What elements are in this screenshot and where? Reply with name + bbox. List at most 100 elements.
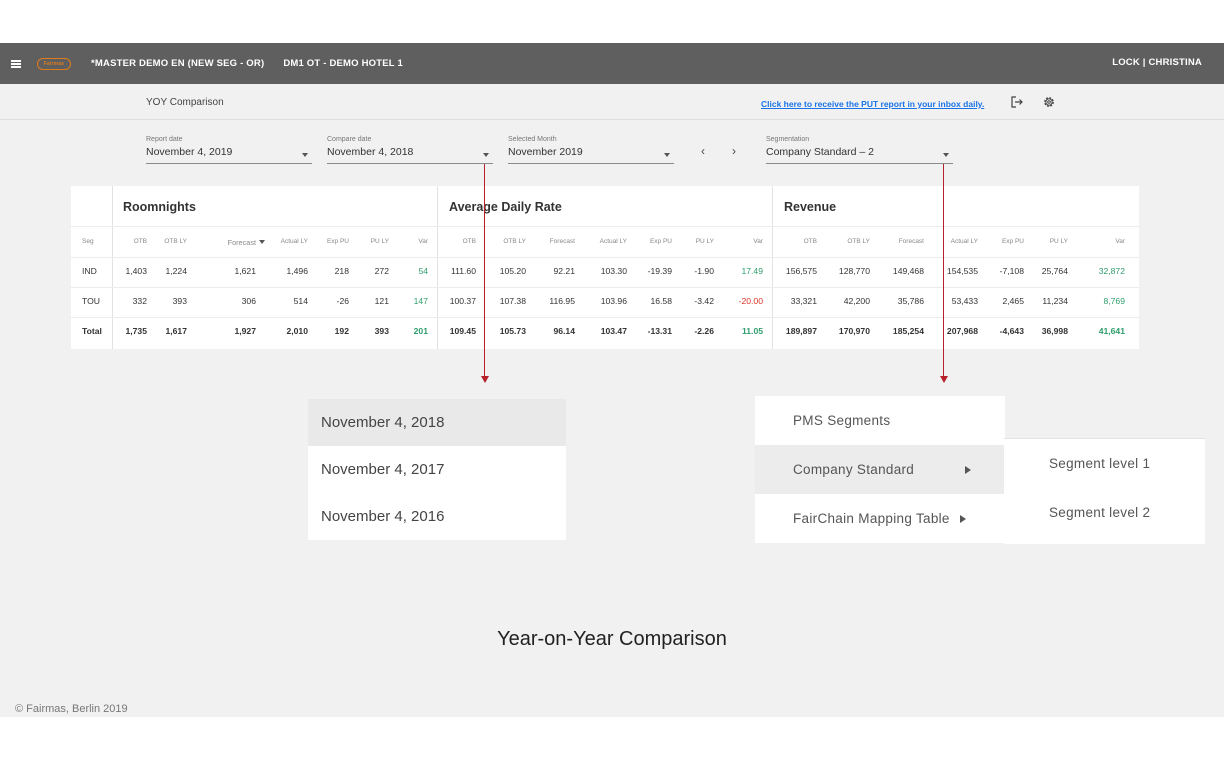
app-stage: Fairmas *MASTER DEMO EN (NEW SEG - OR) D…	[0, 43, 1224, 717]
sort-down-icon[interactable]	[259, 240, 265, 244]
compare-date-select[interactable]: Compare date November 4, 2018	[327, 136, 493, 164]
table-cell: 92.21	[553, 266, 575, 276]
arrow-head-icon	[939, 376, 948, 383]
table-cell: 156,575	[785, 266, 817, 276]
date-option[interactable]: November 4, 2018	[308, 399, 566, 446]
hotel-name[interactable]: DM1 OT - DEMO HOTEL 1	[283, 58, 403, 69]
logo-text: Fairmas	[43, 60, 65, 67]
table-cell: 154,535	[946, 266, 978, 276]
submenu-arrow-icon	[959, 514, 966, 523]
table-cell: 105.73	[499, 326, 526, 336]
table-cell: 35,786	[897, 296, 924, 306]
table-cell: 170,970	[838, 326, 870, 336]
table-cell: 1,621	[234, 266, 256, 276]
segmentation-dropdown: PMS Segments Company Standard FairChain …	[755, 396, 1005, 543]
row-divider	[71, 317, 1139, 318]
segment-level-submenu: Segment level 1 Segment level 2	[1004, 438, 1205, 544]
column-header: Exp PU	[326, 238, 349, 245]
chevron-down-icon	[943, 153, 949, 157]
table-cell: 11.05	[741, 326, 763, 336]
table-cell: -19.39	[647, 266, 672, 276]
table-cell: 103.47	[600, 326, 627, 336]
user-menu[interactable]: LOCK | CHRISTINA	[1112, 57, 1202, 68]
table-cell: 218	[334, 266, 349, 276]
table-cell: 41,641	[1098, 326, 1125, 336]
table-cell: 128,770	[838, 266, 870, 276]
sub-header: YOY Comparison Click here to receive the…	[0, 84, 1224, 120]
put-report-link[interactable]: Click here to receive the PUT report in …	[761, 99, 985, 109]
column-header: OTB LY	[847, 238, 870, 245]
date-option[interactable]: November 4, 2016	[321, 508, 445, 525]
table-cell: 1,927	[234, 326, 256, 336]
fairmas-logo[interactable]: Fairmas	[37, 57, 71, 70]
segment-option-pms[interactable]: PMS Segments	[755, 396, 1005, 445]
column-divider	[437, 186, 438, 349]
report-date-select[interactable]: Report date November 4, 2019	[146, 136, 312, 164]
selected-month-value: November 2019	[508, 146, 583, 158]
table-cell: -1.90	[694, 266, 714, 276]
next-month-button[interactable]: ›	[732, 144, 736, 158]
column-divider	[772, 186, 773, 349]
segment-option-fairchain[interactable]: FairChain Mapping Table	[755, 494, 1005, 543]
annotation-arrow	[484, 164, 485, 376]
table-cell: 109.45	[449, 326, 476, 336]
column-header: PU LY	[695, 238, 714, 245]
segmentation-select[interactable]: Segmentation Company Standard – 2	[766, 136, 953, 164]
row-label: TOU	[82, 296, 100, 306]
table-cell: 207,968	[946, 326, 978, 336]
table-cell: 514	[293, 296, 308, 306]
column-header: Actual LY	[280, 238, 308, 245]
segmentation-label: Segmentation	[766, 136, 810, 143]
table-cell: 149,468	[892, 266, 924, 276]
previous-month-button[interactable]: ‹	[701, 144, 705, 158]
section-title-roomnights: Roomnights	[123, 200, 196, 214]
table-cell: 103.30	[600, 266, 627, 276]
table-cell: -2.26	[694, 326, 714, 336]
yoy-table: Roomnights Average Daily Rate Revenue Se…	[71, 186, 1139, 349]
settings-gear-icon[interactable]	[1042, 95, 1056, 109]
column-header: PU LY	[1049, 238, 1068, 245]
table-cell: 1,735	[125, 326, 147, 336]
segment-option-company-standard[interactable]: Company Standard	[755, 445, 1005, 494]
submenu-arrow-icon	[965, 466, 971, 474]
table-cell: 1,403	[125, 266, 147, 276]
column-header: OTB	[462, 238, 476, 245]
compare-date-dropdown: November 4, 2018 November 4, 2017 Novemb…	[308, 399, 566, 540]
segment-level-option[interactable]: Segment level 2	[1049, 505, 1151, 520]
date-option[interactable]: November 4, 2017	[321, 461, 445, 478]
table-cell: -20.00	[738, 296, 763, 306]
column-header: Exp PU	[1001, 238, 1024, 245]
column-header: Var	[753, 238, 763, 245]
row-label: IND	[82, 266, 97, 276]
column-header: Var	[418, 238, 428, 245]
section-title-revenue: Revenue	[784, 200, 837, 214]
table-cell: 306	[241, 296, 256, 306]
hamburger-menu-icon[interactable]	[11, 59, 21, 68]
table-cell: 147	[413, 296, 428, 306]
row-divider	[71, 287, 1139, 288]
page-title: YOY Comparison	[146, 97, 224, 108]
table-cell: 100.37	[449, 296, 476, 306]
table-cell: 185,254	[892, 326, 924, 336]
table-cell: 1,224	[165, 266, 187, 276]
compare-date-value: November 4, 2018	[327, 146, 414, 158]
table-cell: 54	[418, 266, 428, 276]
table-cell: -3.42	[694, 296, 714, 306]
table-cell: 393	[374, 326, 389, 336]
column-divider	[112, 186, 113, 349]
export-icon[interactable]	[1010, 95, 1024, 109]
table-cell: -26	[336, 296, 349, 306]
slide-caption: Year-on-Year Comparison	[497, 628, 727, 650]
chevron-down-icon	[664, 153, 670, 157]
table-cell: 1,496	[286, 266, 308, 276]
column-header: Forecast	[227, 238, 256, 247]
segment-level-option[interactable]: Segment level 1	[1049, 456, 1151, 471]
table-cell: 111.60	[450, 266, 476, 276]
compare-date-label: Compare date	[327, 136, 372, 143]
table-cell: -4,643	[999, 326, 1024, 336]
section-title-adr: Average Daily Rate	[449, 200, 562, 214]
selected-month-select[interactable]: Selected Month November 2019	[508, 136, 674, 164]
client-name[interactable]: *MASTER DEMO EN (NEW SEG - OR)	[91, 58, 265, 69]
table-cell: 42,200	[843, 296, 870, 306]
table-cell: 1,617	[165, 326, 187, 336]
